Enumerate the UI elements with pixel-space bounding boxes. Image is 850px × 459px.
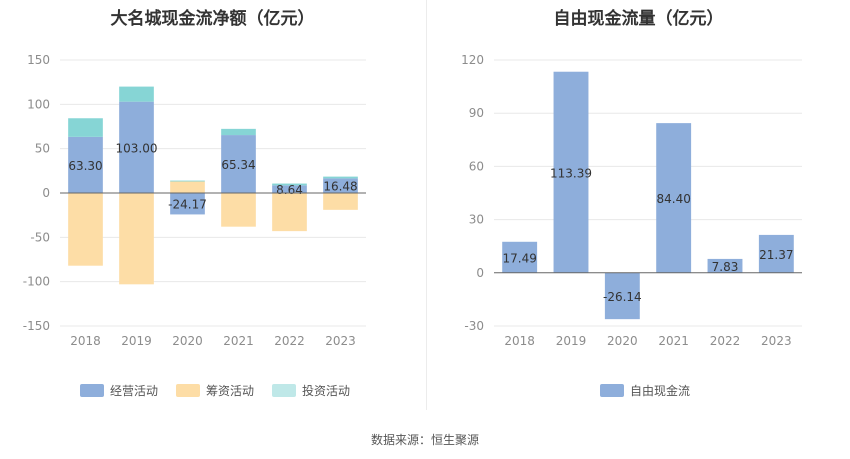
bar-3 xyxy=(119,86,154,102)
bar-1 xyxy=(656,123,692,273)
bar-2 xyxy=(272,193,307,232)
bar-1 xyxy=(119,101,154,193)
bar-2 xyxy=(170,181,205,193)
bar-1 xyxy=(221,135,256,193)
left-legend: 经营活动 筹资活动 投资活动 xyxy=(80,382,350,399)
y-tick-label: 90 xyxy=(469,106,484,120)
data-label: 65.34 xyxy=(221,158,255,172)
bar-1 xyxy=(272,185,307,193)
y-tick-label: 0 xyxy=(476,266,484,280)
data-label: 8.64 xyxy=(276,183,303,197)
x-tick-label: 2021 xyxy=(223,334,254,348)
left-chart-title: 大名城现金流净额（亿元） xyxy=(110,9,315,29)
bar-1 xyxy=(553,71,589,273)
legend-item-free-cash-flow[interactable]: 自由现金流 xyxy=(600,382,690,399)
x-tick-label: 2018 xyxy=(504,334,535,348)
bar-1 xyxy=(323,178,358,193)
y-tick-label: 0 xyxy=(42,186,50,200)
y-tick-label: 60 xyxy=(469,159,484,173)
data-source-note: 数据来源：恒生聚源 xyxy=(370,433,479,447)
x-tick-label: 2019 xyxy=(121,334,152,348)
y-tick-label: 100 xyxy=(27,97,50,111)
legend-label-financing: 筹资活动 xyxy=(206,384,255,398)
bar-1 xyxy=(707,258,743,273)
x-tick-label: 2023 xyxy=(325,334,356,348)
y-tick-label: 120 xyxy=(461,53,484,67)
x-tick-label: 2021 xyxy=(658,334,689,348)
bar-2 xyxy=(323,193,358,210)
data-label: -24.17 xyxy=(168,198,207,212)
y-tick-label: 50 xyxy=(35,142,50,156)
bar-3 xyxy=(170,180,205,182)
bar-1 xyxy=(604,272,640,320)
free-cash-flow-chart: 120 90 60 30 0 -30 2018 17.49 2019 113.39 2020 -26.… xyxy=(461,53,802,348)
y-tick-label: -150 xyxy=(23,319,50,333)
cash-flow-chart: 150 100 50 0 -50 -100 -150 2018 63.30 2019 103.00 2… xyxy=(23,53,366,348)
bar-3 xyxy=(221,128,256,136)
data-label: -26.14 xyxy=(603,290,642,304)
y-tick-label: 150 xyxy=(27,53,50,67)
legend-item-investing[interactable]: 投资活动 xyxy=(272,382,350,399)
bar-1 xyxy=(758,234,794,273)
panel-divider xyxy=(426,0,427,410)
y-tick-label: 30 xyxy=(469,213,484,227)
y-tick-label: -100 xyxy=(23,275,50,289)
data-label: 63.30 xyxy=(68,159,102,173)
data-label: 103.00 xyxy=(116,141,158,155)
legend-swatch-financing xyxy=(176,384,201,397)
y-tick-label: -50 xyxy=(30,230,50,244)
right-chart-title: 自由现金流量（亿元） xyxy=(553,9,724,29)
x-tick-label: 2018 xyxy=(70,334,101,348)
legend-swatch-investing xyxy=(272,384,297,397)
x-tick-label: 2022 xyxy=(274,334,305,348)
bar-2 xyxy=(68,193,103,266)
legend-swatch-free-cash-flow xyxy=(600,384,624,397)
x-tick-label: 2019 xyxy=(556,334,587,348)
bar-1 xyxy=(170,193,205,215)
data-label: 84.40 xyxy=(656,192,690,206)
x-tick-label: 2022 xyxy=(710,334,741,348)
bar-2 xyxy=(221,193,256,227)
bar-3 xyxy=(272,183,307,186)
data-label: 17.49 xyxy=(502,251,536,265)
data-label: 16.48 xyxy=(323,180,357,194)
bar-1 xyxy=(68,136,103,193)
bar-3 xyxy=(323,176,358,179)
legend-label-operating: 经营活动 xyxy=(110,384,159,398)
legend-swatch-operating xyxy=(80,384,104,397)
bar-3 xyxy=(68,118,103,137)
data-label: 7.83 xyxy=(712,260,739,274)
data-label: 113.39 xyxy=(550,166,592,180)
legend-label-investing: 投资活动 xyxy=(302,384,351,398)
legend-item-financing[interactable]: 筹资活动 xyxy=(176,382,254,399)
data-label: 21.37 xyxy=(759,248,793,262)
legend-label-free-cash-flow: 自由现金流 xyxy=(630,384,691,398)
bar-2 xyxy=(119,193,154,285)
x-tick-label: 2020 xyxy=(607,334,638,348)
x-tick-label: 2020 xyxy=(172,334,203,348)
bar-1 xyxy=(502,241,538,273)
right-legend: 自由现金流 xyxy=(600,382,690,399)
x-tick-label: 2023 xyxy=(761,334,792,348)
legend-item-operating[interactable]: 经营活动 xyxy=(80,382,158,399)
y-tick-label: -30 xyxy=(464,319,484,333)
